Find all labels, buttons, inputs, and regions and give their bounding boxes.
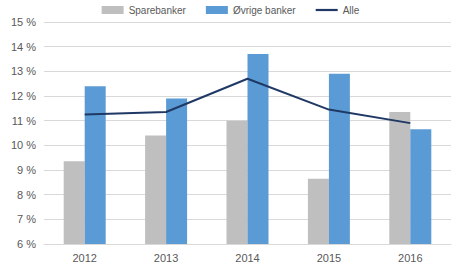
svg-text:2015: 2015 — [317, 252, 341, 264]
svg-text:2012: 2012 — [72, 252, 96, 264]
svg-text:Øvrige banker: Øvrige banker — [233, 5, 296, 16]
svg-text:14 %: 14 % — [11, 41, 36, 53]
svg-text:9 %: 9 % — [17, 164, 36, 176]
svg-text:2014: 2014 — [235, 252, 259, 264]
svg-text:13 %: 13 % — [11, 65, 36, 77]
svg-text:15 %: 15 % — [11, 16, 36, 28]
svg-text:Sparebanker: Sparebanker — [129, 5, 187, 16]
svg-text:Alle: Alle — [343, 5, 360, 16]
svg-text:2016: 2016 — [398, 252, 422, 264]
svg-text:11 %: 11 % — [12, 115, 36, 127]
svg-text:7 %: 7 % — [17, 213, 36, 225]
svg-text:12 %: 12 % — [11, 90, 36, 102]
svg-text:10 %: 10 % — [11, 139, 36, 151]
svg-text:6 %: 6 % — [17, 238, 36, 250]
svg-text:2013: 2013 — [154, 252, 178, 264]
svg-text:8 %: 8 % — [17, 189, 36, 201]
